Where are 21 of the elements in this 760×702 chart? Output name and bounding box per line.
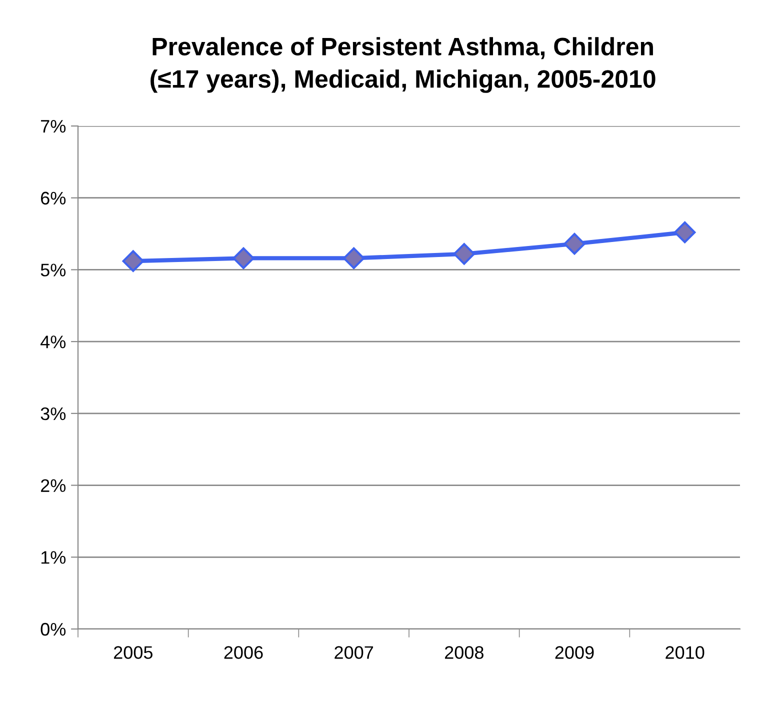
y-tick-label: 1% <box>41 551 66 564</box>
point <box>232 247 254 270</box>
point <box>674 221 696 244</box>
y-tick-label: 4% <box>40 336 66 348</box>
x-tick-label: 2009 <box>555 646 594 659</box>
chart-title: Prevalence of Persistent Asthma, Children (≤17 years), Medicaid, Michigan, 2005-2010 <box>150 37 656 93</box>
x-tick-label: 2005 <box>114 646 152 659</box>
point <box>453 243 476 265</box>
x-tick-label: 2010 <box>666 646 704 659</box>
y-tick-label: 2% <box>41 479 66 492</box>
y-tick-label: 0% <box>40 622 66 636</box>
x-tick-label: 2006 <box>224 646 263 659</box>
point <box>122 250 144 272</box>
point <box>564 232 586 255</box>
x-tick-label: 2008 <box>444 646 484 659</box>
y-tick-label: 6% <box>41 192 66 205</box>
x-tick-label: 2007 <box>334 646 374 659</box>
y-tick-label: 7% <box>41 120 66 133</box>
y-tick-label: 3% <box>40 407 66 420</box>
point <box>342 247 365 270</box>
y-tick-label: 5% <box>40 264 66 276</box>
